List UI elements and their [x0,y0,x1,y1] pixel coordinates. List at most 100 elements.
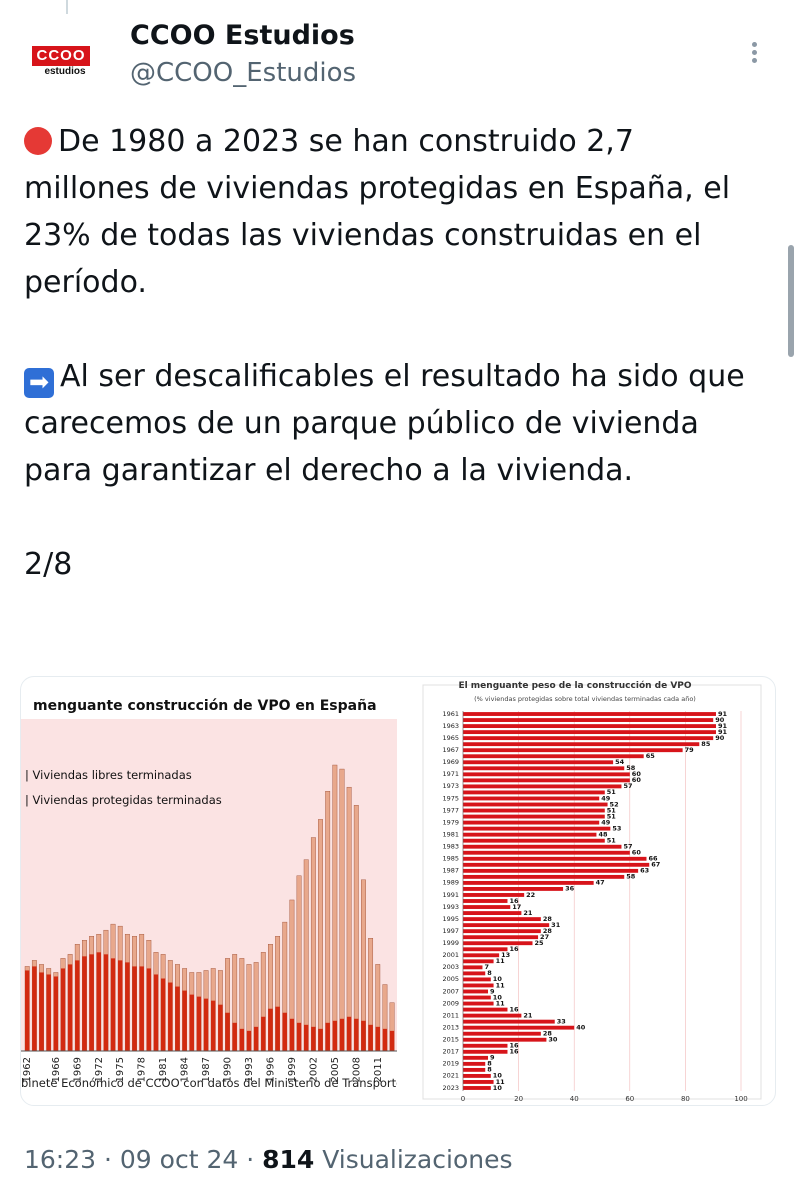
chart2-bar [463,826,611,831]
chart2-bar [463,953,500,958]
more-options-icon[interactable] [740,40,770,64]
chart2-bar [463,1019,555,1024]
chart2-data-label: 28 [543,915,553,923]
chart2-data-label: 17 [512,903,521,911]
chart2-bar [463,724,716,729]
chart2-y-tick-label: 1993 [442,903,459,911]
chart1-bar-protected [239,1028,245,1051]
chart2-y-tick-label: 1965 [442,734,459,742]
chart1-bar-protected [282,1012,287,1051]
chart2-bar [463,965,483,970]
chart2-y-tick-label: 1991 [442,891,459,899]
chart1-bar-protected [389,1030,395,1051]
chart2-data-label: 28 [543,1030,553,1038]
account-handle[interactable]: @CCOO_Estudios [130,58,357,88]
chart2-bar [463,1061,486,1066]
chart1-bar-protected [382,1028,388,1051]
chart2-bar [463,856,647,861]
scrollbar[interactable] [788,245,794,357]
chart2-data-label: 63 [640,867,649,875]
chart2-y-tick-label: 1979 [442,818,459,826]
tweet-paragraph-1: De 1980 a 2023 se han construido 2,7 mil… [24,124,731,300]
chart2-bar [463,796,600,801]
chart2-data-label: 8 [487,969,492,977]
chart1-bar-protected [25,970,30,1051]
chart1-bar-protected [46,974,51,1051]
chart2-data-label: 91 [718,710,728,718]
chart2-data-label: 11 [496,981,506,989]
chart1-x-tick-label: 2008 [351,1057,362,1082]
chart2-bar [463,748,683,753]
chart1-x-tick-label: 2011 [373,1057,384,1082]
chart1-bar-protected [261,1016,266,1051]
chart1-bar-protected [203,998,209,1051]
chart2-data-label: 25 [535,939,545,947]
chart2-data-label: 28 [543,927,553,935]
chart1-bar-protected [296,1022,302,1051]
chart2-data-label: 91 [718,722,728,730]
tweet-media[interactable]: menguante construcción de VPO en España |… [20,676,776,1106]
chart1-bar-protected [82,956,87,1051]
chart2-data-label: 21 [523,909,533,917]
chart1-bar-protected [311,1026,316,1051]
chart1-x-tick-label: 1984 [180,1057,191,1082]
chart2-bar [463,778,630,783]
chart1-bar-protected [175,986,180,1051]
chart2-y-tick-label: 2001 [442,951,459,959]
chart2-data-label: 31 [551,921,561,929]
chart1-bar-protected [32,966,37,1051]
chart1-bar-protected [368,1024,373,1051]
chart1-bar-protected [318,1028,323,1051]
chart1-bar-protected [132,966,137,1051]
chart2-y-tick-label: 1995 [442,915,459,923]
chart1-bar-protected [182,990,187,1051]
chart-vpo-construction[interactable]: menguante construcción de VPO en España |… [21,689,397,1095]
chart1-bar-protected [325,1022,330,1051]
account-name[interactable]: CCOO Estudios [130,20,355,51]
chart1-x-tick-label: 1972 [94,1057,105,1082]
chart1-x-tick-label: 1981 [158,1057,169,1082]
chart2-data-label: 54 [615,758,625,766]
chart1-bar-protected [67,964,73,1051]
chart1-x-tick-label: 1966 [51,1057,62,1082]
chart2-y-tick-label: 1963 [442,722,459,730]
chart2-data-label: 79 [685,746,695,754]
chart2-y-tick-label: 2013 [442,1023,459,1031]
chart2-data-label: 10 [493,975,503,983]
right-arrow-icon: ➡ [24,368,54,398]
chart2-y-tick-label: 1961 [442,710,459,718]
chart1-bar-protected [110,958,116,1051]
chart2-bar [463,929,541,934]
chart1-x-tick-label: 1975 [115,1057,126,1082]
chart2-data-label: 10 [493,993,503,1001]
chart2-data-label: 10 [493,1072,503,1080]
chart2-data-label: 8 [487,1066,492,1074]
chart1-bar-protected [160,978,166,1051]
tweet-date[interactable]: 09 oct 24 [119,1145,239,1174]
chart2-y-tick-label: 1983 [442,843,459,851]
chart2-bar [463,935,539,940]
chart2-data-label: 10 [493,1084,503,1092]
chart1-bar-protected [168,982,173,1051]
chart2-bar [463,1086,491,1090]
chart2-data-label: 51 [607,836,617,844]
chart2-subtitle: (% viviendas protegidas sobre total vivi… [474,695,696,703]
chart2-data-label: 13 [501,951,510,959]
chart2-x-tick-label: 40 [570,1095,579,1103]
chart2-y-tick-label: 1971 [442,770,459,778]
chart2-bar [463,1025,575,1030]
chart2-bar [463,977,491,982]
chart1-bar-protected [332,1020,338,1051]
chart2-y-tick-label: 2003 [442,963,459,971]
chart2-data-label: 57 [623,843,632,851]
chart2-bar [463,760,614,765]
chart1-bar-protected [304,1024,309,1051]
chart2-bar [463,959,494,964]
chart1-bar-protected [346,1016,352,1051]
avatar[interactable]: CCOO estudios [22,30,100,90]
chart2-data-label: 16 [509,897,519,905]
chart2-bar [463,868,639,873]
tweet-time[interactable]: 16:23 [24,1145,97,1174]
chart-vpo-share[interactable]: El menguante peso de la construcción de … [401,677,775,1105]
chart2-bar [463,814,605,819]
